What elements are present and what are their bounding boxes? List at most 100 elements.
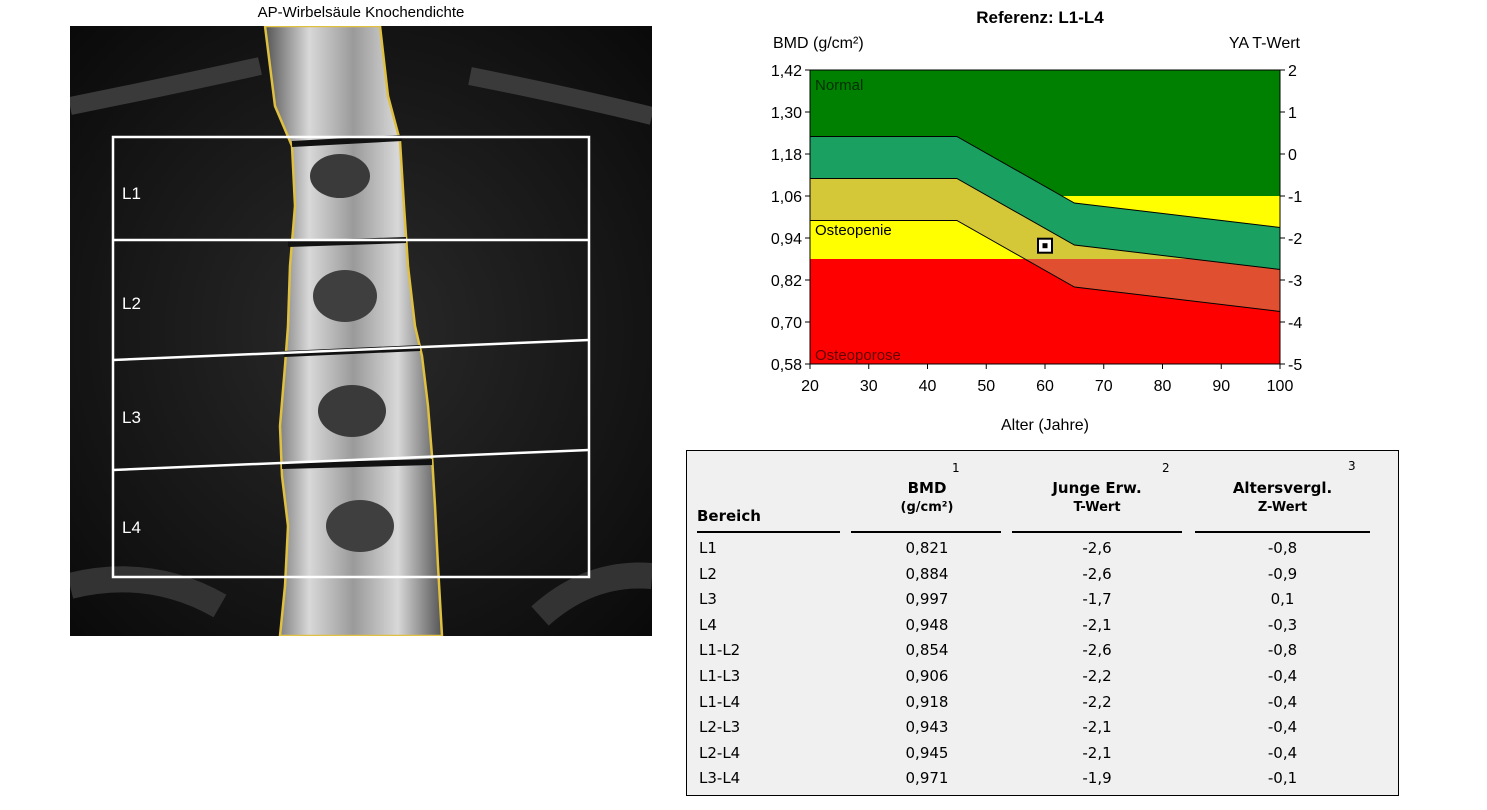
z-score-cell: -0,4 [1267,743,1298,762]
patient-marker-dot [1042,243,1048,249]
reference-curve-2 [810,178,1281,270]
x-tick-label: 40 [919,378,937,395]
reference-curve-1 [810,136,1281,228]
region-label-l2: L2 [122,294,141,313]
x-tick-label: 30 [860,378,878,395]
y2-tick-label: 1 [1288,105,1297,122]
z-score-cell: -0,4 [1267,666,1298,685]
zone-label-normal: Normal [815,77,863,94]
table-row: L1 0,821 -2,6 -0,8 [687,539,1398,565]
spine-outline [263,26,444,636]
zone-label-osteopenie: Osteopenie [815,222,892,239]
table-row: L1-L4 0,918 -2,2 -0,4 [687,693,1398,719]
x-tick-label: 70 [1095,378,1113,395]
header-bmd-footnote: 1 [952,461,960,475]
table-row: L1-L3 0,906 -2,2 -0,4 [687,667,1398,693]
bmd-cell: 0,971 [905,769,949,788]
header-divider [1012,531,1182,533]
y2-tick-label: 0 [1288,147,1297,164]
z-score-cell: -0,1 [1267,769,1298,788]
z-score-cell: -0,4 [1267,692,1298,711]
y-tick-label: 1,18 [771,147,802,164]
z-score-cell: 0,1 [1270,590,1295,609]
y-tick-label: 0,70 [771,315,802,332]
y-tick-label: 1,42 [771,63,802,80]
bmd-cell: 0,918 [905,692,949,711]
bmd-cell: 0,948 [905,615,949,634]
x-tick-label: 60 [1036,378,1054,395]
region-cell: L2-L3 [699,718,741,737]
y-tick-label: 0,58 [771,357,802,374]
y2-tick-label: -3 [1288,273,1302,290]
reference-band-upper [810,136,1280,270]
table-row: L1-L2 0,854 -2,6 -0,8 [687,641,1398,667]
bmd-cell: 0,821 [905,539,949,557]
region-cell: L2 [699,564,717,583]
region-cell: L1 [699,539,717,557]
bmd-cell: 0,943 [905,718,949,737]
header-region: Bereich [697,507,761,525]
scan-title: AP-Wirbelsäule Knochendichte [257,4,465,21]
table-row: L3 0,997 -1,7 0,1 [687,590,1398,616]
t-score-cell: -2,1 [1082,743,1112,762]
y-tick-label: 0,82 [771,273,802,290]
region-cell: L2-L4 [699,743,741,762]
header-divider [1195,531,1370,533]
region-cell: L1-L4 [699,692,741,711]
y-tick-label: 1,06 [771,189,802,206]
x-tick-label: 50 [977,378,995,395]
y2-tick-label: -2 [1288,231,1302,248]
header-bmd: BMD (g/cm²) [900,479,954,515]
table-row: L2-L4 0,945 -2,1 -0,4 [687,744,1398,770]
region-cell: L4 [699,615,717,634]
z-score-cell: -0,9 [1267,564,1298,583]
chart-title: Referenz: L1-L4 [976,8,1104,27]
header-young-adult: Junge Erw. T-Wert [1052,479,1142,515]
table-row: L4 0,948 -2,1 -0,3 [687,616,1398,642]
reference-chart: Normal Osteopenie Osteoporose 1,42 1,30 1,18 1… [740,28,1320,438]
x-tick-label: 100 [1267,378,1294,395]
t-score-cell: -2,6 [1082,539,1112,557]
t-score-cell: -2,6 [1082,564,1112,583]
bmd-cell: 0,945 [905,743,949,762]
table-row: L3-L4 0,971 -1,9 -0,1 [687,769,1398,795]
t-score-cell: -1,9 [1082,769,1112,788]
t-score-cell: -2,6 [1082,641,1112,660]
t-score-cell: -2,1 [1082,615,1112,634]
y-tick-label: 1,30 [771,105,802,122]
table-row: L2 0,884 -2,6 -0,9 [687,565,1398,591]
header-divider [697,531,840,533]
y2-tick-label: 2 [1288,63,1297,80]
y2-tick-label: -4 [1288,315,1302,332]
t-score-cell: -2,1 [1082,718,1112,737]
region-cell: L1-L3 [699,666,741,685]
bmd-cell: 0,854 [905,641,949,660]
spine-scan-image: L1 L2 L3 L4 [70,26,652,636]
header-age-matched: Altersvergl. Z-Wert [1232,479,1333,515]
y2-tick-label: -1 [1288,189,1302,206]
z-score-cell: -0,8 [1267,641,1298,660]
y-tick-label: 0,94 [771,231,802,248]
x-tick-label: 80 [1154,378,1172,395]
header-divider [851,531,1001,533]
header-young-adult-footnote: 2 [1162,461,1170,475]
region-label-l1: L1 [122,184,141,203]
reference-band-lower [1024,259,1280,312]
results-table: Bereich BMD (g/cm²) 1 Junge Erw. T-Wert … [686,450,1399,796]
z-score-cell: -0,4 [1267,718,1298,737]
reference-curve-3 [810,220,1281,312]
zone-label-osteoporose: Osteoporose [815,347,901,364]
t-score-cell: -2,2 [1082,692,1112,711]
x-tick-label: 90 [1212,378,1230,395]
t-score-cell: -1,7 [1082,590,1112,609]
z-score-cell: -0,3 [1267,615,1298,634]
z-score-cell: -0,8 [1267,539,1298,557]
y2-tick-label: -5 [1288,357,1302,374]
x-axis-label: Alter (Jahre) [1001,417,1089,434]
region-cell: L1-L2 [699,641,741,660]
table-body: L1 0,821 -2,6 -0,8 L2 0,884 -2,6 -0,9 L3 0,997 -1,… [687,539,1398,795]
region-cell: L3-L4 [699,769,741,788]
bmd-cell: 0,906 [905,666,949,685]
region-label-l3: L3 [122,408,141,427]
bmd-cell: 0,997 [905,590,949,609]
